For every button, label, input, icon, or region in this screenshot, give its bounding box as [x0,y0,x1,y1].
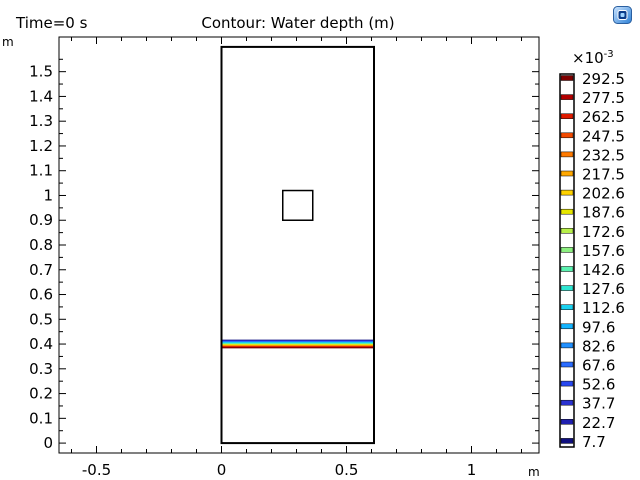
domain-outline [220,45,375,445]
colorbar-swatch [560,342,574,349]
x-tick-label: 0.5 [335,461,359,479]
colorbar-multiplier: ×10-3 [572,49,614,67]
colorbar-level-label: 97.6 [582,318,615,336]
colorbar-swatch [560,304,574,310]
y-tick-label: 0.9 [29,211,53,229]
colorbar-swatch [560,323,574,330]
colorbar-swatch [560,75,574,81]
colorbar-level-label: 217.5 [582,166,625,184]
colorbar-level-label: 187.6 [582,204,625,222]
y-tick-label: 1.5 [29,63,53,81]
y-tick-label: 0.6 [29,286,53,304]
colorbar-level-label: 52.6 [582,376,615,394]
colorbar-swatch [560,399,574,406]
colorbar-swatch [560,151,574,158]
obstacle-outline [282,189,314,221]
colorbar-swatch [560,419,574,425]
colorbar-swatch [560,361,574,368]
colorbar-level-label: 37.7 [582,395,615,413]
colorbar-swatch [560,285,574,291]
colorbar-level-label: 127.6 [582,280,625,298]
x-unit-label: m [528,465,540,479]
colorbar-level-label: 202.6 [582,185,625,203]
colorbar-swatch [560,208,574,215]
x-tick-label: -0.5 [82,461,111,479]
x-tick-label: 1 [467,461,477,479]
y-tick-label: 0.1 [29,409,53,427]
colorbar-swatch [560,113,574,119]
y-tick-label: 0.4 [29,335,53,353]
y-unit-label: m [2,35,14,49]
y-tick-label: 0 [43,434,53,452]
app-logo-icon [613,6,632,24]
colorbar-swatch [560,94,574,100]
contour-band [222,339,373,349]
y-tick-label: 0.7 [29,261,53,279]
y-tick-label: 1.1 [29,162,53,180]
colorbar-level-label: 67.6 [582,357,615,375]
colorbar-frame [559,73,575,448]
colorbar-level-label: 172.6 [582,223,625,241]
colorbar-level-label: 232.5 [582,146,625,164]
colorbar-level-label: 247.5 [582,127,625,145]
y-tick-label: 1 [43,186,53,204]
y-tick-label: 0.3 [29,360,53,378]
plot-title: Contour: Water depth (m) [201,14,394,32]
colorbar-swatch [560,247,574,253]
colorbar-swatch [560,170,574,177]
colorbar-level-label: 7.7 [582,433,606,451]
colorbar-level-label: 82.6 [582,337,615,355]
colorbar-swatch [560,380,574,387]
colorbar-level-label: 277.5 [582,89,625,107]
colorbar-level-label: 142.6 [582,261,625,279]
colorbar-level-label: 157.6 [582,242,625,260]
colorbar-swatch [560,266,574,272]
colorbar-level-label: 262.5 [582,108,625,126]
colorbar-swatch [560,189,574,196]
y-tick-label: 0.8 [29,236,53,254]
y-tick-label: 1.3 [29,112,53,130]
x-tick-label: 0 [217,461,227,479]
colorbar-level-label: 22.7 [582,414,615,432]
colorbar-level-label: 292.5 [582,70,625,88]
time-label: Time=0 s [15,14,88,32]
colorbar-swatch [560,228,574,234]
colorbar-swatch [560,132,574,139]
y-tick-label: 1.2 [29,137,53,155]
y-tick-label: 0.2 [29,385,53,403]
x-axis: -0.5 0 0.5 1 [71,37,522,479]
plot-frame [58,36,540,454]
y-axis: 0 0.1 0.2 0.3 0.4 0.5 0.6 0.7 0.8 0.9 1 1.1 1.2 1.3 1.… [29,58,539,452]
colorbar-level-label: 112.6 [582,299,625,317]
y-tick-label: 1.4 [29,87,53,105]
y-tick-label: 0.5 [29,310,53,328]
colorbar-swatch [560,438,574,444]
